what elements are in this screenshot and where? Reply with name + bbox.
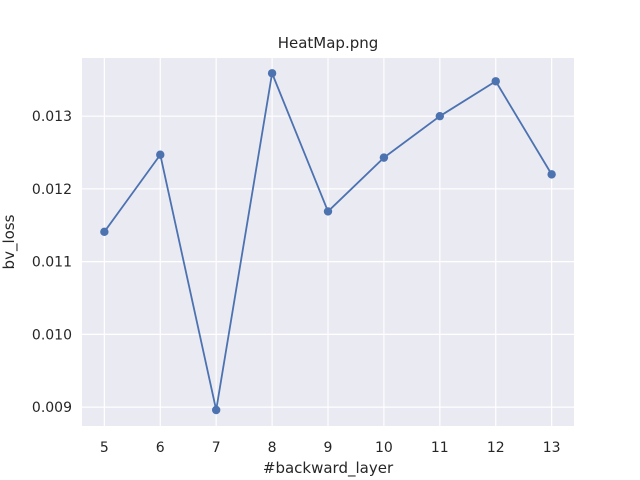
x-tick-label: 11 bbox=[431, 440, 449, 456]
chart-title: HeatMap.png bbox=[278, 34, 379, 52]
series-group bbox=[100, 69, 556, 415]
x-tick-label: 12 bbox=[487, 440, 505, 456]
y-tick-label: 0.012 bbox=[32, 182, 72, 198]
x-tick-label: 8 bbox=[268, 440, 277, 456]
y-tick-label: 0.010 bbox=[32, 327, 72, 343]
data-point bbox=[435, 111, 445, 121]
x-tick-label: 5 bbox=[100, 440, 109, 456]
y-tick-label: 0.009 bbox=[32, 400, 72, 416]
data-point bbox=[547, 170, 556, 179]
x-tick-label: 10 bbox=[375, 440, 393, 456]
x-tick-label: 13 bbox=[543, 440, 561, 456]
data-point bbox=[323, 207, 333, 216]
data-point bbox=[379, 153, 389, 162]
x-tick-label: 7 bbox=[212, 440, 221, 456]
data-point bbox=[100, 227, 109, 237]
y-tick-label: 0.013 bbox=[32, 109, 72, 125]
data-point bbox=[156, 150, 165, 159]
y-axis-label: bv_loss bbox=[0, 214, 19, 269]
grid-lines bbox=[82, 58, 574, 426]
y-tick-labels: 0.009 0.010 0.011 0.012 0.013 bbox=[32, 109, 72, 416]
x-tick-label: 9 bbox=[324, 440, 333, 456]
data-point bbox=[267, 69, 277, 78]
data-point bbox=[211, 405, 221, 415]
data-point bbox=[491, 77, 500, 86]
x-tick-label: 6 bbox=[156, 440, 165, 456]
x-tick-labels: 5 6 7 8 9 10 11 12 13 bbox=[100, 440, 561, 456]
x-axis-label: #backward_layer bbox=[263, 459, 394, 478]
y-tick-label: 0.011 bbox=[32, 255, 72, 271]
